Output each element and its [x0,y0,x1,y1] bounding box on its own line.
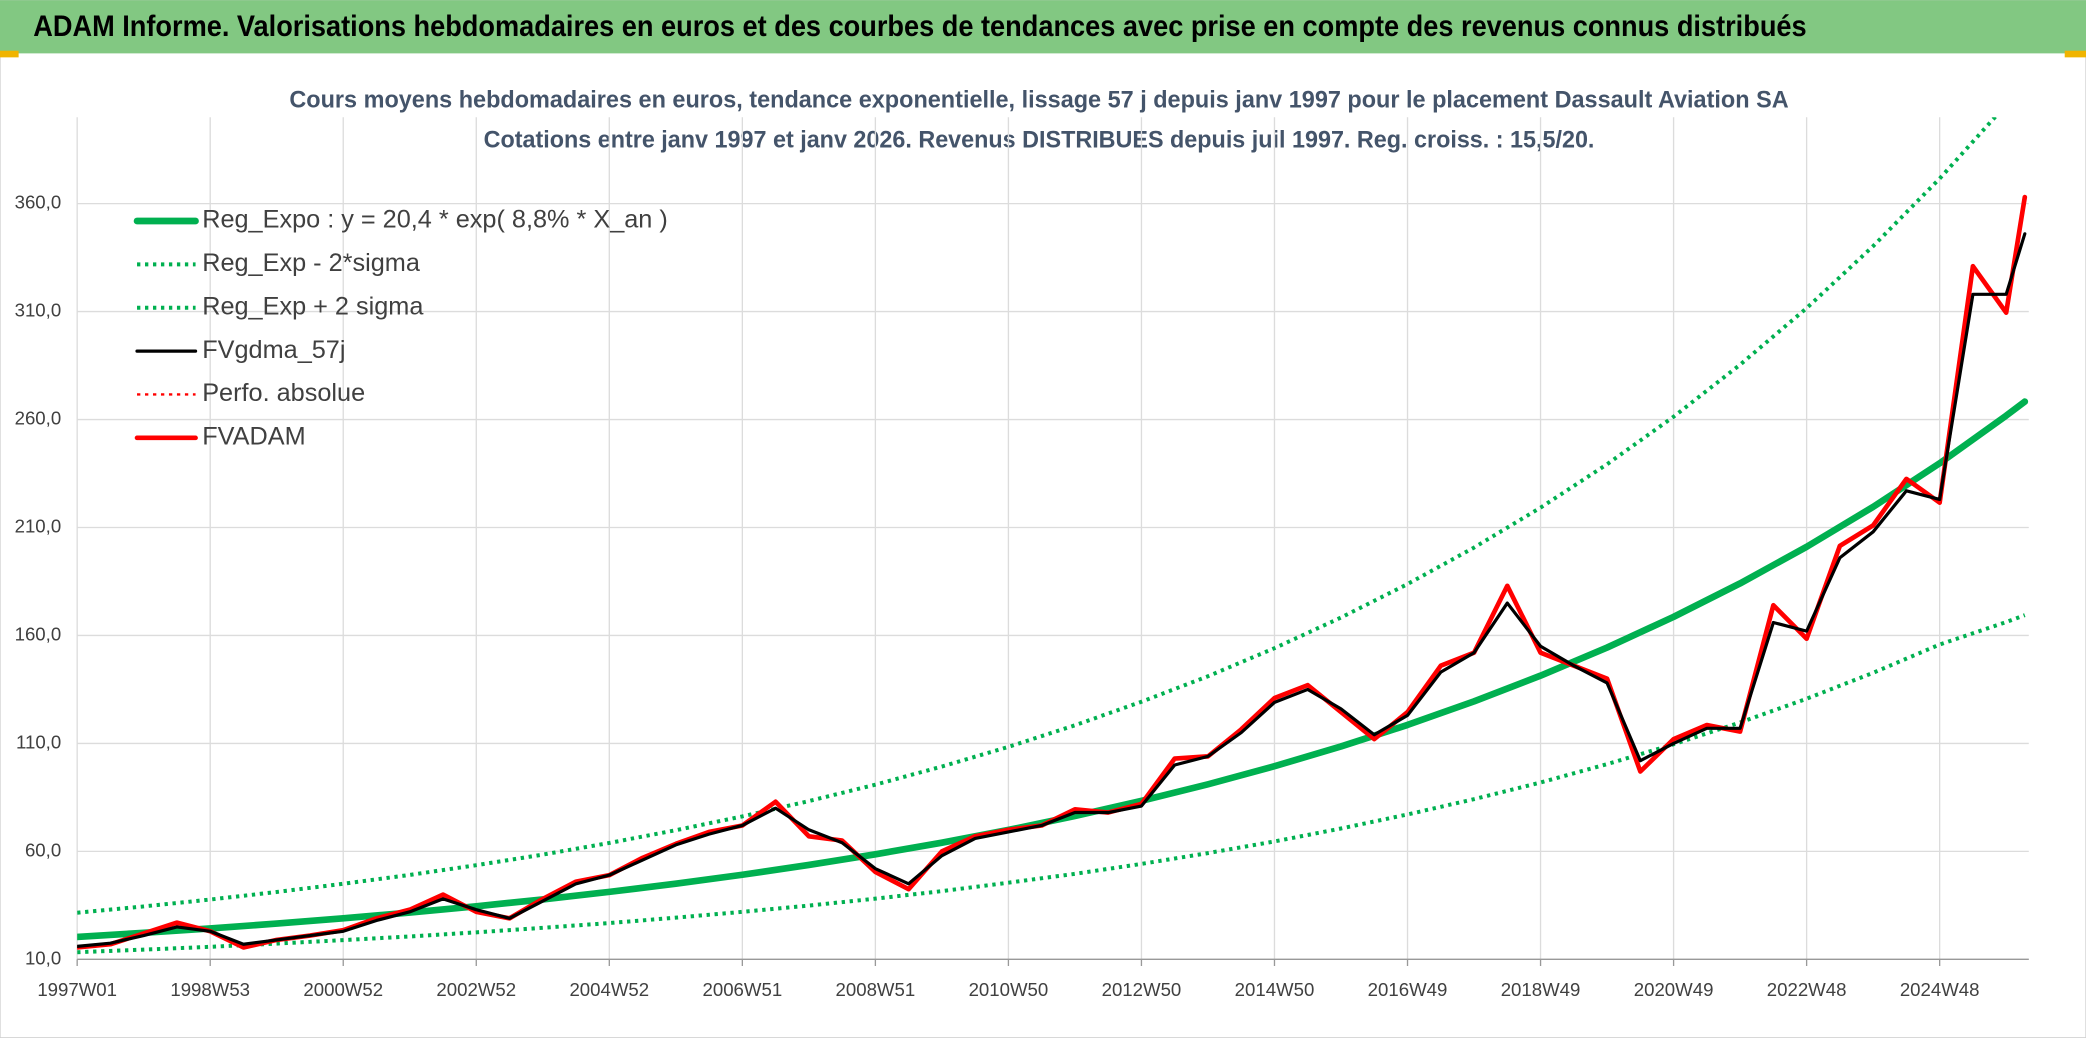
y-tick-label: 10,0 [25,947,61,968]
legend-label: Reg_Exp + 2 sigma [202,292,424,320]
x-tick-label: 1998W53 [170,979,250,1000]
y-tick-label: 260,0 [15,407,62,428]
legend-label: FVgdma_57j [202,336,345,364]
legend-label: Reg_Expo : y = 20,4 * exp( 8,8% * X_an ) [202,206,668,234]
y-tick-label: 110,0 [16,731,61,752]
x-tick-label: 2024W48 [1900,979,1980,1000]
chart-subtitle: Cotations entre janv 1997 et janv 2026. … [484,127,1595,154]
x-tick-label: 2002W52 [436,979,516,1000]
x-tick-label: 2016W49 [1368,979,1448,1000]
y-tick-label: 360,0 [15,192,62,213]
y-tick-label: 210,0 [15,515,62,536]
series-line [77,232,2027,948]
x-tick-label: 2020W49 [1634,979,1714,1000]
x-tick-label: 2014W50 [1235,979,1315,1000]
corner-accent [0,50,19,58]
x-tick-label: 1997W01 [37,979,117,1000]
x-tick-label: 2010W50 [969,979,1049,1000]
header-title: ADAM Informe. Valorisations hebdomadaire… [33,11,1806,43]
legend-label: FVADAM [202,423,305,451]
corner-accent [2064,50,2086,58]
x-tick-label: 2022W48 [1767,979,1847,1000]
header-bar [0,0,2086,54]
legend: Reg_Expo : y = 20,4 * exp( 8,8% * X_an )… [133,206,668,451]
x-tick-label: 2018W49 [1501,979,1581,1000]
chart-title: Cours moyens hebdomadaires en euros, ten… [289,87,1788,114]
y-tick-label: 60,0 [25,839,61,860]
grid: 10,0 60,0 110,0 160,0 210,0 260,0 310,0 360,0 19… [15,117,2029,1000]
y-tick-label: 310,0 [15,299,62,320]
y-tick-label: 160,0 [15,623,62,644]
x-tick-label: 2012W50 [1102,979,1182,1000]
plot-area [77,117,2029,955]
legend-label: Reg_Exp - 2*sigma [202,249,421,277]
x-tick-label: 2000W52 [303,979,383,1000]
x-tick-label: 2006W51 [703,979,783,1000]
legend-label: Perfo. absolue [202,379,365,407]
x-tick-label: 2008W51 [836,979,916,1000]
x-tick-label: 2004W52 [569,979,649,1000]
